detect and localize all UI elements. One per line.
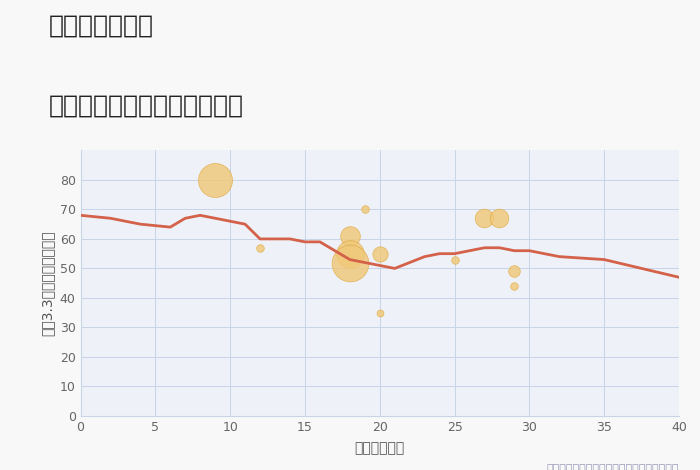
Point bbox=[509, 282, 520, 290]
Point bbox=[374, 250, 385, 258]
Point bbox=[344, 232, 356, 240]
Text: 愛知県高師駅の: 愛知県高師駅の bbox=[49, 14, 154, 38]
Point bbox=[359, 206, 370, 213]
Point bbox=[344, 250, 356, 258]
Point bbox=[509, 267, 520, 275]
Text: 築年数別中古マンション価格: 築年数別中古マンション価格 bbox=[49, 94, 244, 118]
Point bbox=[479, 214, 490, 222]
Point bbox=[344, 259, 356, 266]
Point bbox=[209, 176, 220, 184]
X-axis label: 築年数（年）: 築年数（年） bbox=[355, 441, 405, 455]
Point bbox=[449, 256, 460, 263]
Point bbox=[494, 214, 505, 222]
Y-axis label: 坪（3.3㎡）単価（万円）: 坪（3.3㎡）単価（万円） bbox=[40, 230, 54, 336]
Point bbox=[255, 244, 266, 251]
Text: 円の大きさは、取引のあった物件面積を示す: 円の大きさは、取引のあった物件面積を示す bbox=[547, 464, 679, 470]
Point bbox=[374, 309, 385, 316]
